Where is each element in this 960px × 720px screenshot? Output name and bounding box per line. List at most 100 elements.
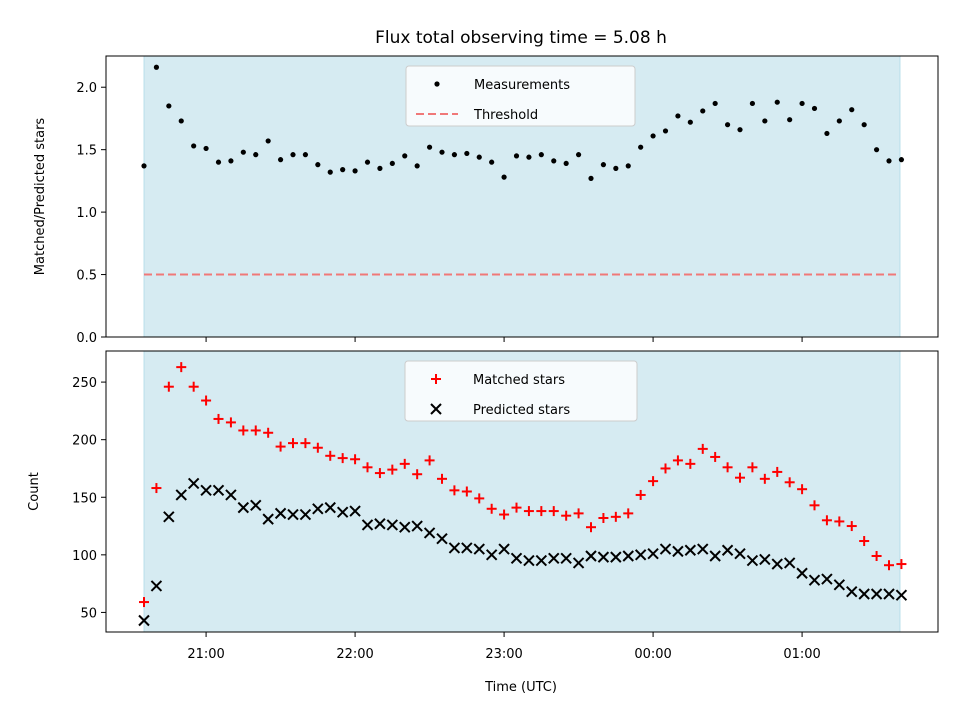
x-marker-b xyxy=(423,527,436,539)
predicted-star-point xyxy=(895,589,908,601)
predicted-star-point xyxy=(274,507,287,520)
measurement-point xyxy=(762,118,768,124)
x-marker-b xyxy=(548,552,560,565)
x-marker-b xyxy=(250,499,262,512)
x-marker-b xyxy=(585,550,597,562)
measurement-point xyxy=(625,163,631,169)
matched-star-point xyxy=(511,502,522,513)
matched-star-point xyxy=(151,483,162,494)
predicted-star-point xyxy=(312,503,324,515)
x-tick-label: 21:00 xyxy=(187,647,224,662)
measurement-point xyxy=(662,128,669,134)
predicted-star-point xyxy=(436,533,448,545)
predicted-star-point xyxy=(287,508,299,521)
measurement-point xyxy=(836,118,842,124)
x-marker-b xyxy=(808,574,821,586)
matched-star-point xyxy=(610,511,621,522)
predicted-star-point xyxy=(659,543,672,555)
ratio-panel: 0.0 0.5 1.0 1.5 2.0 Matched/Predicted stars Me… xyxy=(33,55,939,346)
measurement-point xyxy=(824,130,830,137)
x-marker-b xyxy=(262,513,274,525)
measurement-point xyxy=(302,152,309,158)
measurement-point xyxy=(290,152,296,158)
matched-star-point xyxy=(325,450,336,461)
measurement-point xyxy=(873,147,880,153)
matched-star-point xyxy=(759,473,770,484)
matched-star-point xyxy=(163,381,174,392)
matched-star-point xyxy=(697,443,708,454)
predicted-star-point xyxy=(771,558,783,570)
measurement-point xyxy=(364,159,371,165)
predicted-star-point xyxy=(374,518,386,530)
matched-star-point xyxy=(362,462,373,473)
predicted-star-point xyxy=(473,543,485,555)
x-marker-b xyxy=(498,543,510,555)
x-marker-b xyxy=(697,543,709,555)
matched-star-point xyxy=(884,560,894,571)
x-axis-label: Time (UTC) xyxy=(484,680,557,695)
predicted-star-point xyxy=(672,545,684,558)
predicted-star-point xyxy=(448,542,461,554)
x-marker-b xyxy=(138,614,150,627)
x-marker-b xyxy=(399,521,411,533)
x-marker-b xyxy=(535,554,548,567)
predicted-star-point xyxy=(262,513,274,525)
y-tick-label: 50 xyxy=(80,606,97,621)
x-marker-b xyxy=(622,550,634,562)
measurement-point xyxy=(228,158,234,164)
legend-label: Matched stars xyxy=(473,373,565,388)
measurement-point xyxy=(315,162,321,168)
x-marker-b xyxy=(175,489,187,501)
legend: Matched stars Predicted stars xyxy=(404,360,638,422)
matched-star-point xyxy=(238,425,249,436)
legend-x-b xyxy=(430,403,442,415)
x-marker-b xyxy=(783,557,796,569)
x-marker-b xyxy=(225,489,237,501)
legend-box xyxy=(405,65,636,127)
matched-star-point xyxy=(176,362,187,373)
measurement-point xyxy=(439,149,445,155)
measurement-point xyxy=(712,100,718,107)
matched-star-point xyxy=(809,500,820,511)
matched-star-point xyxy=(201,395,212,406)
matched-star-point xyxy=(623,508,634,519)
legend-label: Threshold xyxy=(473,108,538,123)
measurement-point xyxy=(414,163,420,169)
matched-star-point xyxy=(586,522,596,533)
predicted-star-point xyxy=(498,543,510,555)
x-marker-b xyxy=(349,505,361,517)
x-marker-b xyxy=(150,580,163,592)
matched-star-point xyxy=(772,466,783,477)
legend: Measurements Threshold xyxy=(405,65,636,127)
predicted-star-point xyxy=(163,511,175,523)
matched-star-point xyxy=(424,455,435,466)
matched-star-point xyxy=(449,485,460,496)
predicted-star-point xyxy=(759,553,771,566)
y-tick-label: 250 xyxy=(72,376,97,391)
predicted-star-point xyxy=(423,527,436,539)
matched-star-point xyxy=(523,506,534,517)
x-marker-b xyxy=(386,519,399,531)
predicted-star-point xyxy=(858,588,870,600)
x-marker-b xyxy=(411,520,423,532)
x-marker-b xyxy=(858,588,870,600)
matched-star-point xyxy=(685,458,696,469)
x-marker-b xyxy=(821,573,833,585)
y-tick-label: 1.0 xyxy=(76,206,97,221)
matched-star-point xyxy=(437,473,447,484)
predicted-star-point xyxy=(721,544,734,556)
measurement-point xyxy=(327,169,333,175)
matched-star-point xyxy=(821,515,832,526)
matched-star-point xyxy=(797,484,808,495)
x-marker-b xyxy=(883,588,895,600)
x-marker-b xyxy=(709,550,721,562)
x-marker-b xyxy=(212,484,225,497)
x-marker-b xyxy=(659,543,672,555)
measurement-point xyxy=(749,100,756,107)
measurement-point xyxy=(476,154,482,160)
matched-star-point xyxy=(188,381,199,392)
x-marker-b xyxy=(287,508,299,521)
predicted-star-point xyxy=(883,588,895,600)
predicted-star-point xyxy=(684,544,697,556)
x-marker-b xyxy=(634,549,647,561)
